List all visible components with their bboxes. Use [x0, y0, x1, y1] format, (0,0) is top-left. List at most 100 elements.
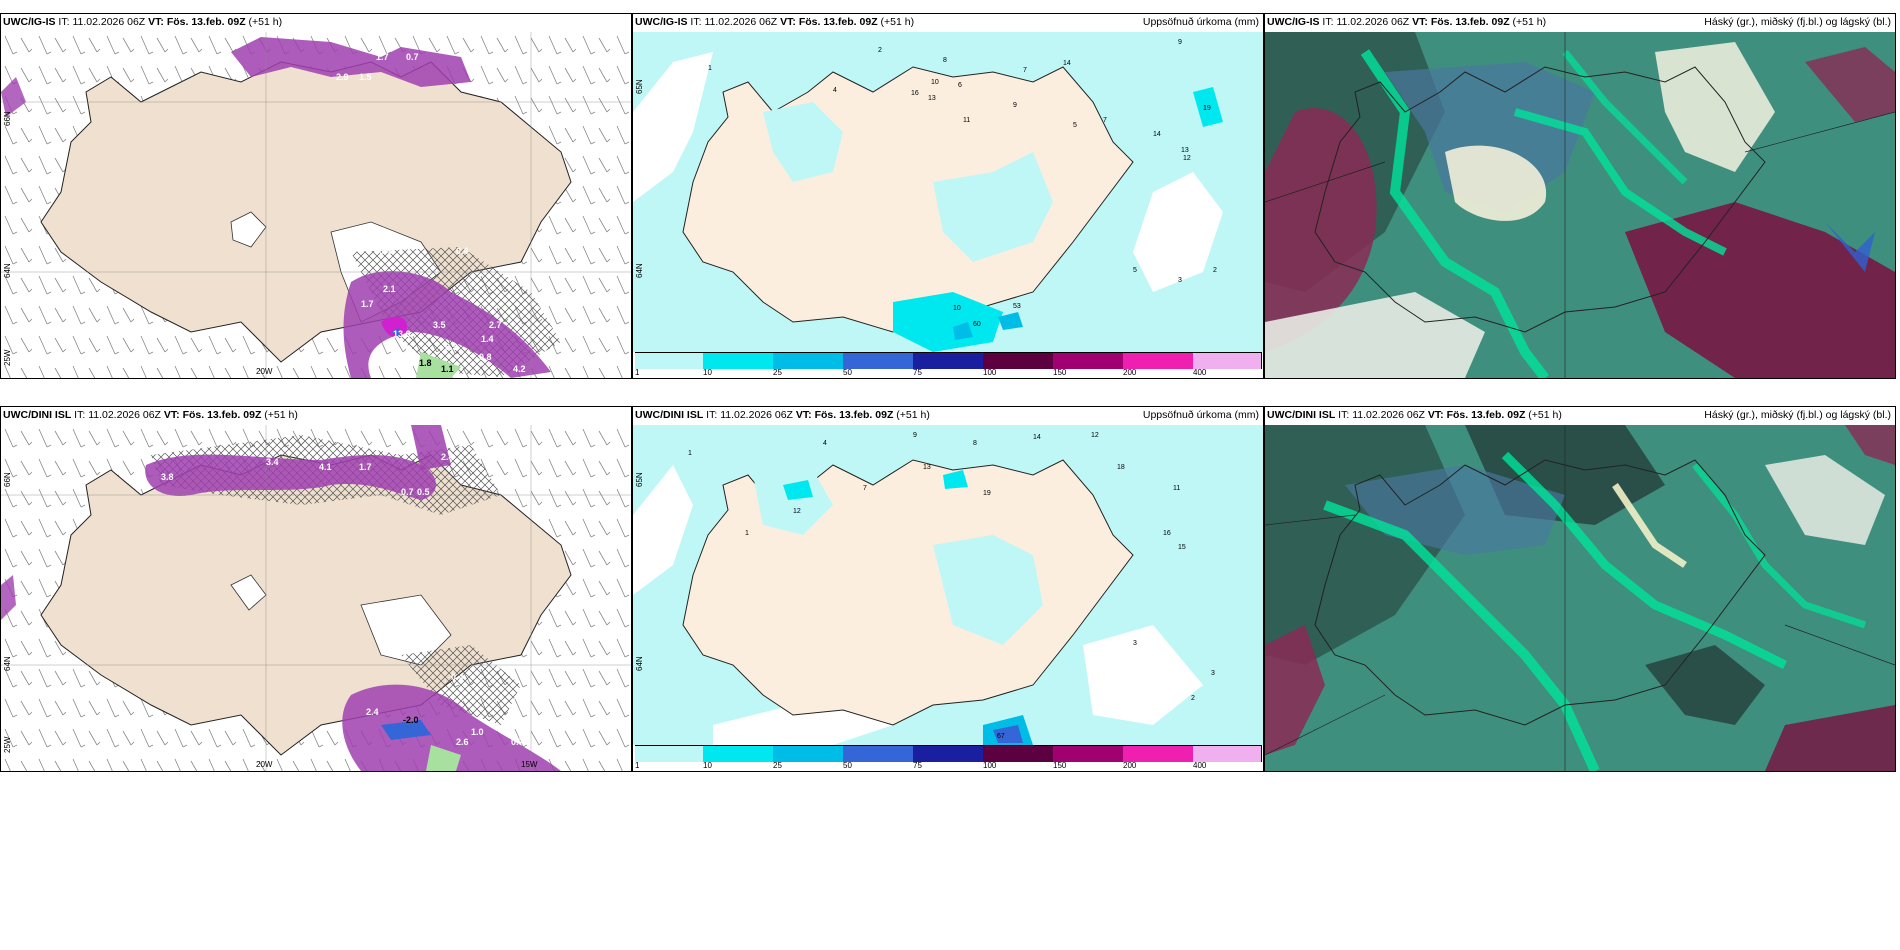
- colorbar-tick: 75: [913, 368, 922, 377]
- precip-value: 10: [953, 305, 961, 312]
- colorbar-swatch: [983, 745, 1054, 762]
- colorbar-swatch: [703, 352, 774, 369]
- lat-label: 66N: [3, 111, 12, 126]
- precip-colorbar: 1 10 25 50 75 100 150 200 400: [633, 745, 1263, 771]
- precip-value: 9: [1178, 39, 1182, 46]
- precip-value: 14: [1033, 434, 1041, 441]
- precip-value: 5: [1073, 122, 1077, 129]
- lat-label: 66N: [3, 472, 12, 487]
- precip-value: 5: [1133, 267, 1137, 274]
- snow-label: 0.4: [379, 246, 392, 256]
- panel-header: UWC/DINI ISL IT: 11.02.2026 06Z VT: Fös.…: [635, 409, 1259, 425]
- precip-value: 12: [793, 508, 801, 515]
- precip-value: 10: [931, 79, 939, 86]
- colorbar-tick: 400: [1193, 368, 1207, 377]
- snow-label: 0.7: [401, 487, 414, 497]
- colorbar-swatch: [703, 745, 774, 762]
- colorbar-swatch: [635, 745, 704, 762]
- precip-value: 53: [1013, 303, 1021, 310]
- precip-map: 1 4 9 7 8 14 12 13 19 16 18 11 15 12 3 6…: [633, 425, 1263, 745]
- snow-label: 2.9: [336, 72, 349, 82]
- snow-label: 6.3: [445, 342, 458, 352]
- colorbar-tick: 10: [703, 761, 712, 770]
- colorbar-swatch: [913, 745, 984, 762]
- panel-header: UWC/IG-IS IT: 11.02.2026 06Z VT: Fös. 13…: [3, 16, 283, 28]
- snow-label: 0.8: [479, 352, 492, 362]
- snow-label: 3.5: [433, 320, 446, 330]
- precip-value: 8: [973, 440, 977, 447]
- precip-value: 18: [1117, 464, 1125, 471]
- precip-value: 1: [688, 450, 692, 457]
- precip-value: 12: [1091, 432, 1099, 439]
- precip-value: 15: [1178, 544, 1186, 551]
- lat-label: 64N: [635, 656, 644, 671]
- colorbar-swatch: [1053, 745, 1124, 762]
- lat-label: 64N: [3, 263, 12, 278]
- colorbar-swatch: [635, 352, 704, 369]
- precip-value: 2: [878, 47, 882, 54]
- precip-value: 19: [983, 490, 991, 497]
- precip-value: 67: [997, 733, 1005, 740]
- precip-value: 60: [973, 321, 981, 328]
- lon-label: 25W: [3, 736, 12, 753]
- snow-label: 1.0: [471, 727, 484, 737]
- snow-band-south: [342, 684, 561, 771]
- panel-title: Uppsöfnuð úrkoma (mm): [1142, 16, 1259, 28]
- snow-label: 2.7: [489, 320, 502, 330]
- snow-label: 4.1: [319, 462, 332, 472]
- colorbar-swatch: [843, 352, 914, 369]
- panel-precip-igis: UWC/IG-IS IT: 11.02.2026 06Z VT: Fös. 13…: [632, 13, 1264, 379]
- panel-snow-dini: UWC/DINI ISL IT: 11.02.2026 06Z VT: Fös.…: [0, 406, 632, 772]
- precip-value: 7: [1023, 67, 1027, 74]
- precip-value: 4: [833, 87, 837, 94]
- snow-label: 1.7: [359, 462, 372, 472]
- precip-value: 3: [1211, 670, 1215, 677]
- snow-label: -2.0: [403, 715, 419, 725]
- snow-label: 2.4: [441, 452, 454, 462]
- colorbar-swatch: [1053, 352, 1124, 369]
- precip-value: 7: [1103, 117, 1107, 124]
- snow-label: 1.7: [361, 299, 374, 309]
- colorbar-swatch: [913, 352, 984, 369]
- precip-value: 7: [863, 485, 867, 492]
- colorbar-tick: 150: [1053, 761, 1067, 770]
- panel-title: Háský (gr.), miðský (fj.bl.) og lágský (…: [1704, 409, 1891, 421]
- colorbar-tick: 75: [913, 761, 922, 770]
- precip-value: 8: [943, 57, 947, 64]
- snow-label: 2.6: [456, 737, 469, 747]
- snow-label: 1.4: [481, 334, 494, 344]
- colorbar-swatch: [1123, 352, 1194, 369]
- precip-value: 3: [1133, 640, 1137, 647]
- snow-label: 0.7: [406, 52, 419, 62]
- precip-value: 9: [1013, 102, 1017, 109]
- precip-value: 4: [823, 440, 827, 447]
- precip-value: 11: [963, 117, 970, 124]
- snow-map: 3.8 3.4 4.1 1.7 2.4 0.7 0.5 2.4 -2.0 1.0…: [1, 425, 631, 771]
- snow-label: 1.5: [359, 72, 372, 82]
- colorbar-swatch: [1123, 745, 1194, 762]
- colorbar-tick: 150: [1053, 368, 1067, 377]
- colorbar-swatch: [843, 745, 914, 762]
- precip-value: 1: [745, 530, 749, 537]
- snow-label: 0.5: [417, 487, 430, 497]
- lon-label: 15W: [521, 760, 538, 769]
- precip-value: 16: [1163, 530, 1171, 537]
- precip-value: 19: [1203, 105, 1211, 112]
- precip-value: 14: [1063, 60, 1071, 67]
- colorbar-tick: 25: [773, 368, 782, 377]
- colorbar-tick: 100: [983, 368, 997, 377]
- colorbar-swatch: [1193, 352, 1262, 369]
- snow-label: 0.4: [451, 672, 464, 682]
- panel-title: Háský (gr.), miðský (fj.bl.) og lágský (…: [1704, 16, 1891, 28]
- panel-clouds-dini: UWC/DINI ISL IT: 11.02.2026 06Z VT: Fös.…: [1264, 406, 1896, 772]
- snow-map: 1.7 0.7 2.9 1.5 0.4 0.4 2.1 1.7 3.5 2.7 …: [1, 32, 631, 378]
- colorbar-tick: 50: [843, 761, 852, 770]
- snow-label: 1.8: [419, 358, 432, 368]
- precip-value: 2: [1213, 267, 1217, 274]
- precip-value: 13: [1181, 147, 1189, 154]
- precip-value: 2: [1191, 695, 1195, 702]
- precip-map: 1 2 4 6 8 7 14 9 16 13 10 11 9 5 19 14 1…: [633, 32, 1263, 352]
- snow-label: 2.4: [366, 707, 379, 717]
- lat-label: 65N: [635, 472, 644, 487]
- lat-label: 64N: [635, 263, 644, 278]
